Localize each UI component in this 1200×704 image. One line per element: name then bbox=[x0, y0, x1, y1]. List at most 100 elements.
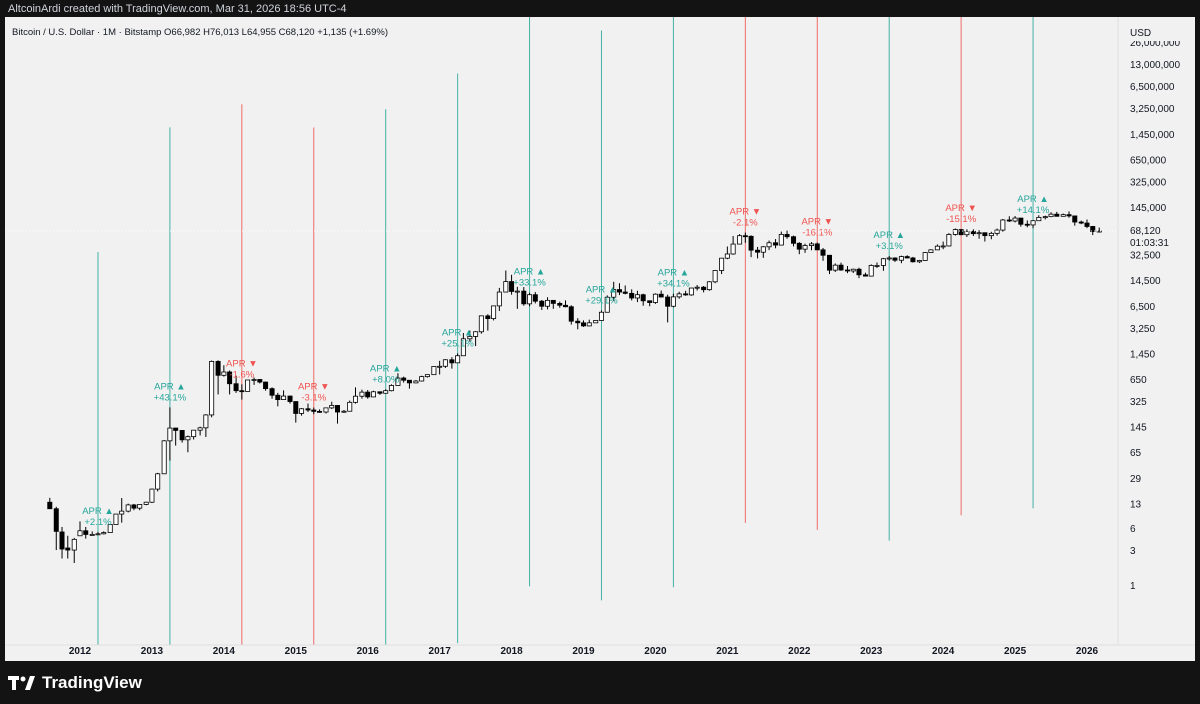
candle bbox=[988, 231, 994, 240]
candle-body bbox=[952, 229, 958, 235]
candle bbox=[1024, 220, 1030, 228]
candle-body bbox=[478, 315, 484, 333]
candle-body bbox=[784, 233, 790, 238]
candle bbox=[1060, 213, 1066, 217]
annotation-label: APR ▲ bbox=[1017, 194, 1049, 205]
candle bbox=[269, 387, 275, 399]
candle bbox=[892, 257, 898, 262]
candle bbox=[401, 376, 407, 383]
candle bbox=[1006, 216, 1012, 222]
candle-body bbox=[65, 547, 71, 551]
candle-body bbox=[545, 299, 551, 307]
tradingview-logo[interactable]: TradingView bbox=[8, 672, 142, 694]
y-tick-label: 29 bbox=[1130, 474, 1142, 485]
annotation-label: APR ▲ bbox=[442, 327, 474, 338]
candle bbox=[683, 290, 689, 296]
candle-body bbox=[940, 245, 946, 248]
y-tick-label: 325 bbox=[1130, 397, 1147, 408]
candle-body bbox=[814, 243, 820, 251]
annotation-change: +14.1% bbox=[1017, 205, 1050, 216]
candle bbox=[593, 320, 599, 324]
candle bbox=[413, 379, 419, 384]
candle-body bbox=[670, 296, 676, 307]
candle bbox=[611, 281, 617, 302]
candle-body bbox=[766, 242, 772, 248]
candle bbox=[460, 333, 466, 357]
candle bbox=[521, 287, 527, 306]
candle-body bbox=[970, 230, 976, 235]
y-tick-label: 650 bbox=[1130, 375, 1147, 386]
candle bbox=[1084, 219, 1090, 229]
x-tick-label: 2014 bbox=[213, 646, 236, 657]
candle-body bbox=[323, 407, 329, 413]
annotation-label: APR ▼ bbox=[801, 217, 833, 228]
candle-body bbox=[191, 429, 197, 438]
candle bbox=[137, 504, 143, 511]
x-tick-label: 2025 bbox=[1004, 646, 1027, 657]
candle bbox=[712, 270, 718, 284]
candle-body bbox=[910, 257, 916, 263]
candle-body bbox=[527, 294, 533, 305]
y-tick-label: 26,000,000 bbox=[1130, 38, 1180, 49]
annotation-change: +3.1% bbox=[876, 241, 904, 252]
candle-body bbox=[850, 268, 856, 272]
candle-body bbox=[370, 391, 376, 398]
candle-body bbox=[107, 524, 113, 533]
candle-body bbox=[838, 264, 844, 271]
candle bbox=[197, 426, 203, 436]
candle-body bbox=[239, 390, 245, 393]
candle-body bbox=[53, 508, 59, 532]
candle bbox=[125, 503, 131, 513]
candle bbox=[311, 407, 317, 415]
candle bbox=[173, 427, 179, 446]
candle bbox=[245, 379, 251, 392]
candle-body bbox=[455, 355, 461, 364]
annotation-change: +2.1% bbox=[84, 517, 112, 528]
candle-body bbox=[652, 293, 658, 303]
candle-body bbox=[209, 361, 215, 416]
candle-body bbox=[341, 410, 347, 413]
candle bbox=[275, 392, 281, 407]
candle bbox=[329, 401, 335, 410]
candle-body bbox=[598, 311, 604, 321]
candle-body bbox=[1084, 222, 1090, 227]
candle-body bbox=[521, 290, 527, 305]
chart-panel[interactable]: APR ▲ +2.1% APR ▲ +43.1% APR ▼ -1.6% APR ▼ -3.1… bbox=[5, 17, 1195, 661]
candle bbox=[755, 246, 761, 259]
candle bbox=[185, 435, 191, 453]
candle bbox=[760, 246, 766, 258]
candle bbox=[575, 318, 581, 330]
candle bbox=[161, 440, 167, 475]
candle bbox=[952, 228, 958, 236]
y-tick-label: 3,250,000 bbox=[1130, 104, 1175, 115]
candle-body bbox=[395, 377, 401, 386]
candle bbox=[388, 384, 394, 392]
annotation-change: +33.1% bbox=[513, 278, 546, 289]
candle bbox=[874, 262, 880, 268]
candle bbox=[509, 274, 515, 295]
annotation-change: -1.6% bbox=[229, 369, 254, 380]
candle-body bbox=[514, 290, 520, 293]
candle bbox=[335, 405, 341, 424]
candle-body bbox=[89, 534, 95, 536]
x-tick-label: 2012 bbox=[69, 646, 92, 657]
candle bbox=[467, 330, 473, 342]
candle-body bbox=[437, 365, 443, 368]
candle bbox=[604, 295, 610, 313]
candle bbox=[323, 407, 329, 414]
candle bbox=[1000, 218, 1006, 232]
candle bbox=[862, 272, 868, 277]
candle-body bbox=[844, 269, 850, 272]
annotation-label: APR ▲ bbox=[154, 381, 186, 392]
candle bbox=[503, 270, 509, 293]
x-tick-label: 2018 bbox=[500, 646, 523, 657]
candle bbox=[832, 263, 838, 272]
chart-canvas[interactable]: APR ▲+2.1%APR ▲+43.1%APR ▼-1.6%APR ▼-3.1… bbox=[5, 17, 1195, 661]
candle-body bbox=[742, 235, 748, 238]
candle-body bbox=[365, 391, 371, 398]
candle-body bbox=[113, 513, 119, 525]
candle-body bbox=[71, 538, 77, 551]
candle bbox=[856, 267, 862, 279]
candle bbox=[550, 299, 556, 309]
last-price-value: 68,120 bbox=[1130, 226, 1161, 237]
